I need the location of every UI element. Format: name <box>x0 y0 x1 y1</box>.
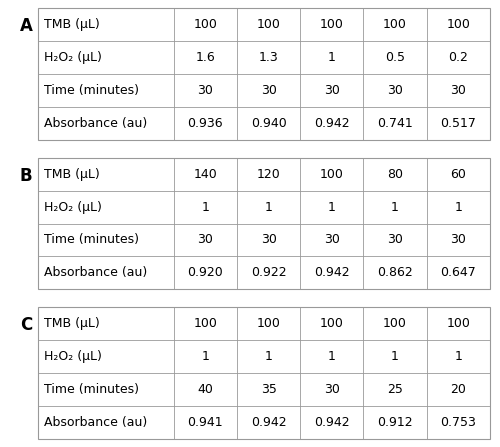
Text: 0.940: 0.940 <box>250 117 286 130</box>
Text: 0.647: 0.647 <box>440 266 476 279</box>
Text: 100: 100 <box>446 317 470 330</box>
Text: 60: 60 <box>450 168 466 181</box>
Text: H₂O₂ (μL): H₂O₂ (μL) <box>44 350 102 363</box>
Text: 1: 1 <box>264 201 272 214</box>
Text: Absorbance (au): Absorbance (au) <box>44 117 147 130</box>
Text: 35: 35 <box>260 383 276 396</box>
Text: 30: 30 <box>198 84 213 97</box>
Text: H₂O₂ (μL): H₂O₂ (μL) <box>44 201 102 214</box>
Text: 100: 100 <box>194 317 217 330</box>
Text: 30: 30 <box>450 84 466 97</box>
Text: 100: 100 <box>320 18 344 31</box>
Text: 1: 1 <box>328 350 336 363</box>
Text: 30: 30 <box>450 233 466 246</box>
Text: 0.941: 0.941 <box>188 416 223 429</box>
Text: 0.912: 0.912 <box>378 416 413 429</box>
Bar <box>38 158 490 289</box>
Text: 0.936: 0.936 <box>188 117 223 130</box>
Text: 0.942: 0.942 <box>314 416 350 429</box>
Text: 100: 100 <box>383 317 407 330</box>
Text: Time (minutes): Time (minutes) <box>44 233 139 246</box>
Text: 1: 1 <box>328 51 336 64</box>
Text: 30: 30 <box>324 383 340 396</box>
Bar <box>38 308 490 439</box>
Text: 1: 1 <box>391 350 399 363</box>
Text: H₂O₂ (μL): H₂O₂ (μL) <box>44 51 102 64</box>
Text: 1: 1 <box>202 201 209 214</box>
Text: 1.3: 1.3 <box>258 51 278 64</box>
Text: 100: 100 <box>256 317 280 330</box>
Text: 0.942: 0.942 <box>250 416 286 429</box>
Text: 30: 30 <box>260 84 276 97</box>
Text: 30: 30 <box>324 233 340 246</box>
Text: 1: 1 <box>328 201 336 214</box>
Text: 0.741: 0.741 <box>377 117 413 130</box>
Bar <box>38 8 490 139</box>
Text: 0.517: 0.517 <box>440 117 476 130</box>
Text: 30: 30 <box>198 233 213 246</box>
Text: TMB (μL): TMB (μL) <box>44 18 100 31</box>
Text: Time (minutes): Time (minutes) <box>44 383 139 396</box>
Text: 1: 1 <box>454 350 462 363</box>
Text: 100: 100 <box>256 18 280 31</box>
Text: 120: 120 <box>256 168 280 181</box>
Text: 100: 100 <box>320 168 344 181</box>
Text: B: B <box>20 167 32 185</box>
Text: 80: 80 <box>387 168 403 181</box>
Text: Absorbance (au): Absorbance (au) <box>44 416 147 429</box>
Text: 0.920: 0.920 <box>188 266 223 279</box>
Text: 0.922: 0.922 <box>250 266 286 279</box>
Text: 1: 1 <box>454 201 462 214</box>
Text: 100: 100 <box>320 317 344 330</box>
Text: TMB (μL): TMB (μL) <box>44 168 100 181</box>
Text: TMB (μL): TMB (μL) <box>44 317 100 330</box>
Text: 40: 40 <box>198 383 213 396</box>
Text: 100: 100 <box>383 18 407 31</box>
Text: 25: 25 <box>387 383 403 396</box>
Text: C: C <box>20 316 32 334</box>
Text: 1: 1 <box>264 350 272 363</box>
Text: 30: 30 <box>387 233 403 246</box>
Text: 20: 20 <box>450 383 466 396</box>
Text: 0.753: 0.753 <box>440 416 476 429</box>
Text: 0.942: 0.942 <box>314 117 350 130</box>
Text: Time (minutes): Time (minutes) <box>44 84 139 97</box>
Text: 0.862: 0.862 <box>377 266 413 279</box>
Text: 0.942: 0.942 <box>314 266 350 279</box>
Text: 30: 30 <box>387 84 403 97</box>
Text: 1: 1 <box>202 350 209 363</box>
Text: 0.5: 0.5 <box>385 51 405 64</box>
Text: 100: 100 <box>446 18 470 31</box>
Text: A: A <box>20 17 32 35</box>
Text: 1: 1 <box>391 201 399 214</box>
Text: 30: 30 <box>260 233 276 246</box>
Text: 140: 140 <box>194 168 217 181</box>
Text: Absorbance (au): Absorbance (au) <box>44 266 147 279</box>
Text: 30: 30 <box>324 84 340 97</box>
Text: 0.2: 0.2 <box>448 51 468 64</box>
Text: 1.6: 1.6 <box>196 51 215 64</box>
Text: 100: 100 <box>194 18 217 31</box>
